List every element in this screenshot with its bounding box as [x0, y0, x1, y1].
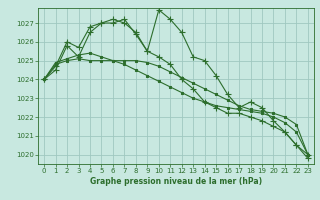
- X-axis label: Graphe pression niveau de la mer (hPa): Graphe pression niveau de la mer (hPa): [90, 177, 262, 186]
